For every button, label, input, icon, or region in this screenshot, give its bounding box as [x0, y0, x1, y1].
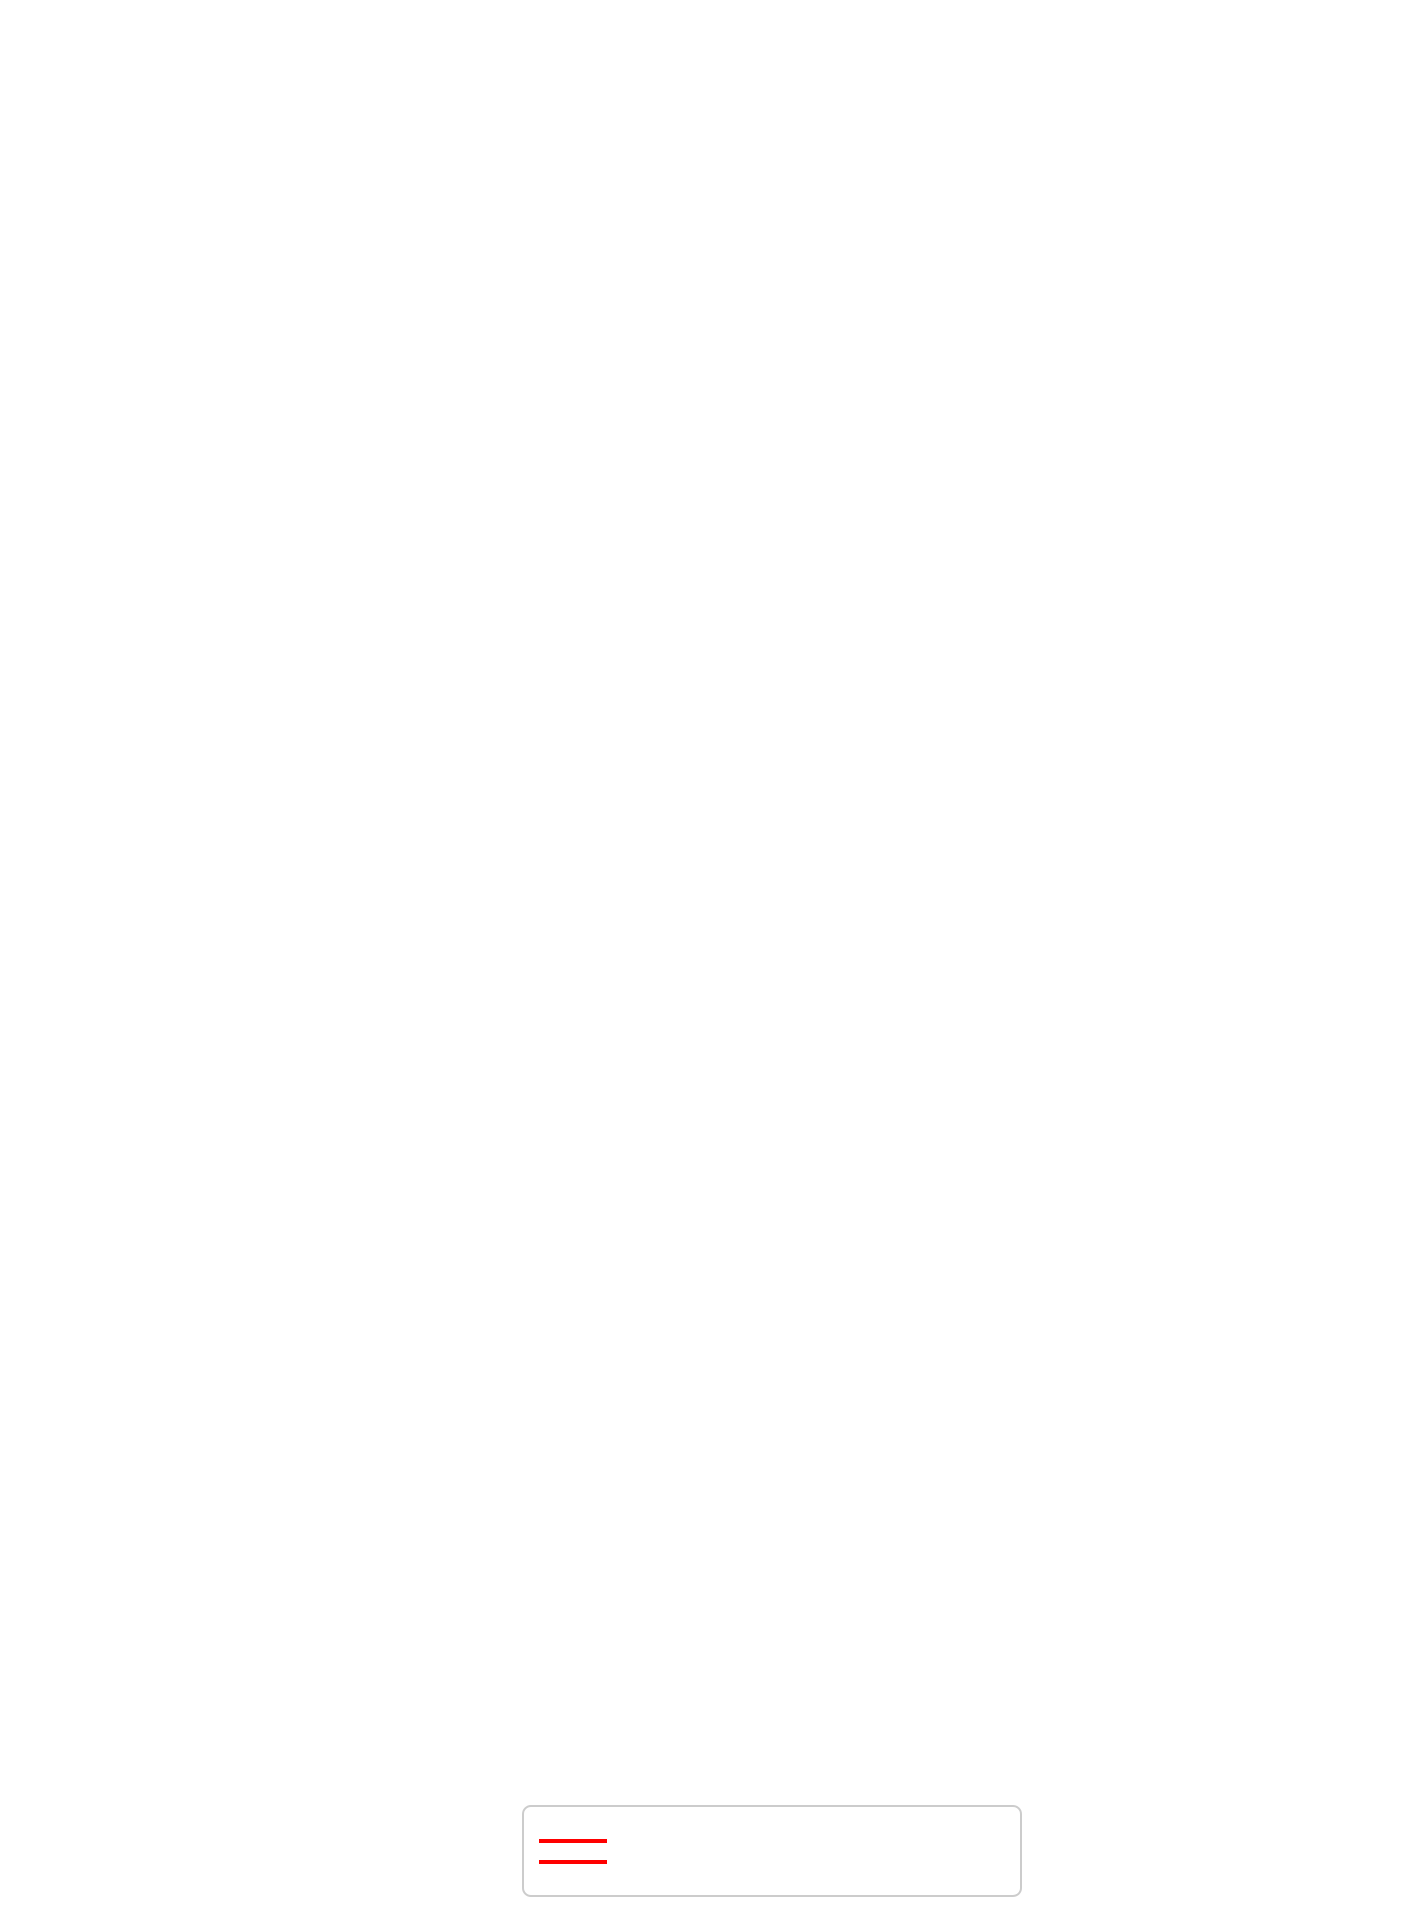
legend-box [522, 1805, 1022, 1897]
legend [522, 1805, 1022, 1897]
